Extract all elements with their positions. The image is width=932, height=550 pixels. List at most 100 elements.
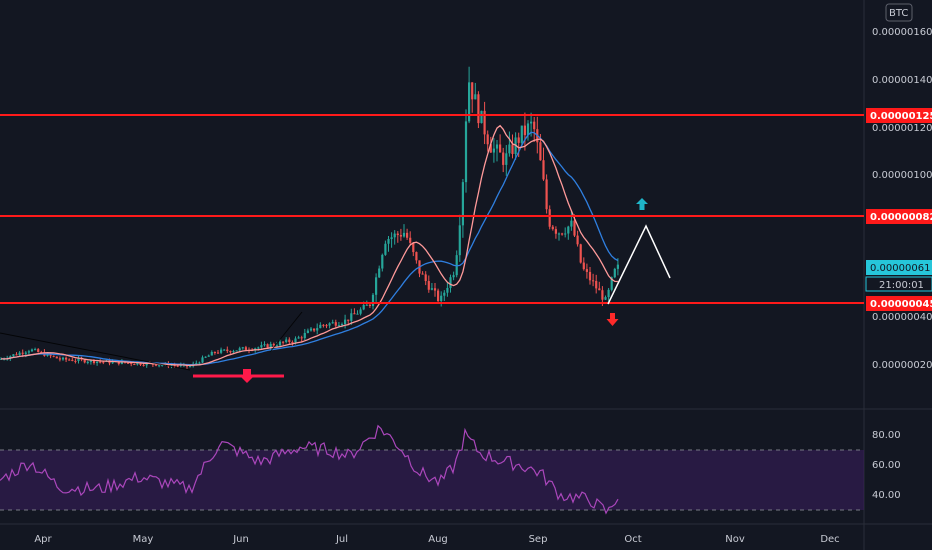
candle-body [492, 148, 495, 153]
candle-body [117, 361, 120, 364]
candle-body [430, 288, 433, 290]
candle-body [471, 82, 474, 100]
candle-body [415, 252, 418, 261]
x-tick-jul: Jul [335, 534, 348, 545]
candle-body [232, 351, 235, 353]
candle-body [474, 94, 477, 100]
candle-body [486, 134, 489, 145]
candle-body [607, 289, 610, 298]
candle-body [12, 354, 15, 357]
candle-body [99, 361, 102, 363]
candle-body [306, 330, 309, 333]
x-tick-nov: Nov [725, 534, 745, 545]
candle-body [260, 345, 263, 348]
candle-body [325, 325, 328, 327]
candle-body [588, 271, 592, 281]
candle-body [362, 304, 365, 310]
candle-body [313, 328, 316, 331]
candle-body [102, 361, 105, 363]
currency-badge[interactable]: BTC [889, 8, 908, 19]
candle-body [83, 359, 86, 363]
candle-body [235, 350, 238, 352]
candle-body [15, 354, 18, 356]
candle-body [189, 366, 192, 368]
candle-body [201, 357, 204, 363]
candle-body [561, 233, 564, 235]
candle-body [291, 341, 294, 343]
level-label-bg-125 [866, 108, 932, 123]
level-label-bg-45 [866, 296, 932, 311]
candle-body [396, 233, 399, 236]
candle-body [356, 313, 359, 315]
candle-body [554, 229, 557, 234]
currency-badge-bg[interactable] [885, 3, 913, 22]
candle-body [427, 281, 430, 290]
candle-body [548, 209, 551, 227]
candle-body [195, 362, 198, 364]
candle-body [483, 110, 486, 135]
rsi-pane[interactable]: 80.00 60.00 40.00 [0, 424, 901, 515]
candle-body [545, 179, 548, 210]
candle-body [340, 323, 344, 326]
moving-average-blue [1, 131, 619, 366]
candle-body [477, 94, 480, 124]
x-tick-jun: Jun [232, 534, 249, 545]
y-tick-20: 0.00000020 [872, 360, 932, 371]
candle-body [46, 353, 49, 356]
candle-body [409, 237, 412, 243]
trendline-early [0, 332, 191, 371]
level-label-125: 0.00000125 [870, 111, 932, 122]
candle-body [309, 328, 313, 331]
candle-body [440, 295, 443, 302]
main-pane[interactable] [0, 0, 864, 408]
candle-body [452, 275, 455, 278]
candle-body [52, 355, 55, 357]
candle-body [34, 349, 37, 351]
candle-body [92, 360, 96, 363]
trendline-rise [269, 311, 303, 353]
candle-body [204, 356, 207, 358]
candle-body [601, 290, 604, 300]
candle-body [223, 349, 226, 351]
candle-body [402, 232, 406, 237]
rsi-tick-40: 40.00 [872, 490, 901, 501]
candle-body [613, 268, 616, 278]
candle-body [331, 322, 334, 324]
candle-body [257, 347, 260, 349]
y-tick-120: 0.00000120 [872, 123, 932, 134]
down-arrow-icon [606, 313, 619, 326]
candle-body [495, 144, 499, 149]
candle-body [24, 352, 27, 354]
candle-body [378, 268, 381, 278]
candle-body [533, 121, 536, 130]
candle-body [421, 273, 424, 275]
candle-body [557, 233, 561, 235]
candle-body [173, 365, 176, 367]
candle-body [74, 360, 77, 362]
level-label-82: 0.00000082 [870, 212, 932, 223]
x-tick-aug: Aug [428, 534, 448, 545]
candle-body [353, 313, 356, 315]
candle-body [21, 352, 24, 354]
candle-body [375, 277, 378, 295]
rsi-tick-80: 80.00 [872, 430, 901, 441]
candle-body [576, 235, 579, 245]
candle-body [18, 352, 21, 355]
candle-body [130, 362, 133, 365]
candle-body [142, 364, 145, 366]
candle-body [464, 121, 468, 183]
candle-body [316, 328, 319, 331]
candle-body [275, 345, 278, 347]
time-axis[interactable]: Apr May Jun Jul Aug Sep Oct Nov Dec [34, 534, 839, 545]
candle-body [390, 237, 393, 240]
level-label-bg-82 [866, 209, 932, 224]
current-price-label: 0.00000061 [870, 263, 930, 274]
candle-body [499, 144, 502, 153]
level-label-45: 0.00000045 [870, 299, 932, 310]
candle-body [598, 288, 601, 291]
candle-body [592, 280, 595, 282]
candle-body [9, 356, 12, 359]
up-arrow-icon [636, 198, 648, 210]
candle-body [266, 344, 269, 348]
